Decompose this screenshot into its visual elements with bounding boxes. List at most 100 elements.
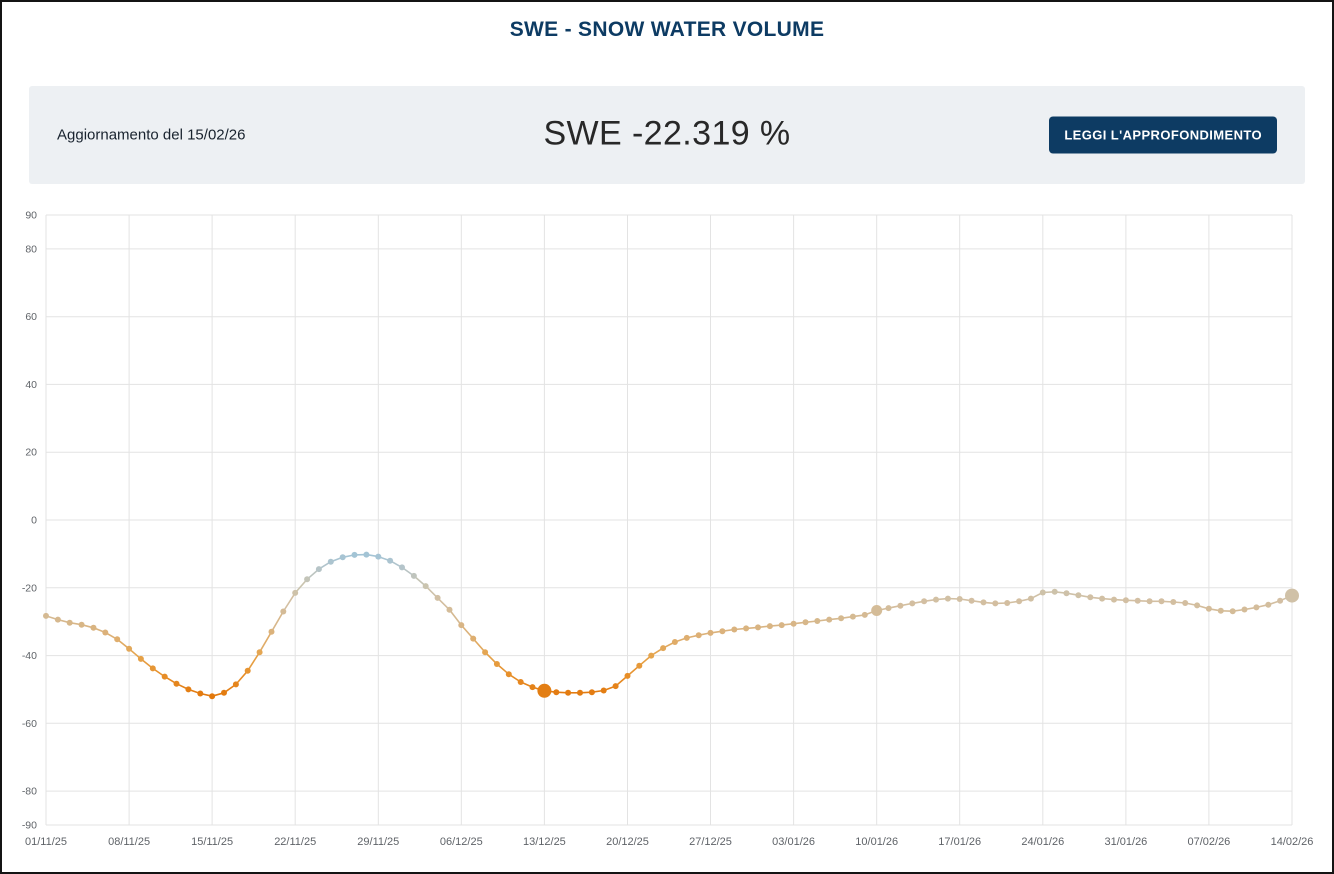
data-point[interactable] <box>1241 606 1248 613</box>
data-point[interactable] <box>221 689 227 696</box>
highlighted-data-point[interactable] <box>537 683 552 698</box>
data-point[interactable] <box>387 557 394 564</box>
data-point[interactable] <box>790 620 797 627</box>
data-point[interactable] <box>861 611 868 618</box>
data-point[interactable] <box>327 558 334 565</box>
data-point[interactable] <box>1099 595 1106 602</box>
data-point[interactable] <box>505 671 512 678</box>
data-point[interactable] <box>102 629 109 636</box>
data-point[interactable] <box>1217 607 1224 614</box>
data-point[interactable] <box>992 600 999 607</box>
data-point[interactable] <box>1016 598 1023 605</box>
data-point[interactable] <box>766 623 773 630</box>
data-point[interactable] <box>695 632 702 639</box>
data-point[interactable] <box>446 606 453 613</box>
data-point[interactable] <box>114 636 121 643</box>
data-point[interactable] <box>553 689 560 696</box>
data-point[interactable] <box>1253 604 1260 611</box>
data-point[interactable] <box>529 684 536 691</box>
data-point[interactable] <box>1229 608 1236 615</box>
data-point[interactable] <box>707 629 714 636</box>
data-point[interactable] <box>1134 597 1141 604</box>
data-point[interactable] <box>1051 588 1058 595</box>
data-point[interactable] <box>66 619 73 626</box>
data-point[interactable] <box>78 621 85 628</box>
data-point[interactable] <box>1087 594 1094 601</box>
data-point[interactable] <box>434 594 441 601</box>
swe-trend-chart[interactable]: 90 80 60 40 20 0 -20 -40 -60 -80 -90 01/11/25 08/11/… <box>2 184 1334 874</box>
data-point[interactable] <box>897 602 904 609</box>
data-point[interactable] <box>849 613 856 620</box>
data-point[interactable] <box>885 605 892 612</box>
data-point[interactable] <box>304 576 311 583</box>
data-point[interactable] <box>280 608 287 615</box>
data-point[interactable] <box>1146 598 1153 605</box>
data-point[interactable] <box>1277 597 1284 604</box>
data-point[interactable] <box>1265 601 1272 608</box>
data-point[interactable] <box>90 624 97 631</box>
data-point[interactable] <box>1205 605 1212 612</box>
data-point[interactable] <box>399 564 405 571</box>
data-point[interactable] <box>292 589 299 596</box>
data-point[interactable] <box>612 683 619 690</box>
data-point[interactable] <box>802 619 809 626</box>
data-point[interactable] <box>660 645 667 652</box>
data-point[interactable] <box>944 595 951 602</box>
data-point[interactable] <box>933 596 939 603</box>
data-point[interactable] <box>778 622 785 629</box>
data-point[interactable] <box>126 645 133 652</box>
data-point[interactable] <box>1111 596 1117 603</box>
data-point[interactable] <box>422 583 429 590</box>
data-point[interactable] <box>600 687 607 694</box>
data-point[interactable] <box>517 679 524 685</box>
highlighted-data-point[interactable] <box>1285 588 1299 603</box>
data-point[interactable] <box>232 681 239 688</box>
data-point[interactable] <box>1182 600 1189 606</box>
leggi-approfondimento-button[interactable]: LEGGI L'APPROFONDIMENTO <box>1049 116 1277 154</box>
data-point[interactable] <box>671 639 678 645</box>
data-point[interactable] <box>1039 589 1046 596</box>
data-point[interactable] <box>577 689 583 696</box>
data-point[interactable] <box>268 628 275 635</box>
data-point[interactable] <box>719 628 726 635</box>
data-point[interactable] <box>244 667 251 674</box>
data-point[interactable] <box>410 572 417 579</box>
data-point[interactable] <box>909 600 916 607</box>
data-point[interactable] <box>173 680 180 687</box>
data-point[interactable] <box>731 626 738 633</box>
data-point[interactable] <box>624 672 631 679</box>
data-point[interactable] <box>921 598 928 605</box>
data-point[interactable] <box>968 597 975 604</box>
data-point[interactable] <box>980 599 987 606</box>
data-point[interactable] <box>838 615 845 622</box>
data-point[interactable] <box>755 624 761 631</box>
data-point[interactable] <box>1027 595 1034 602</box>
data-point[interactable] <box>636 662 643 669</box>
data-point[interactable] <box>1170 599 1177 605</box>
data-point[interactable] <box>256 649 263 656</box>
data-point[interactable] <box>363 551 370 558</box>
data-point[interactable] <box>1194 602 1201 609</box>
data-point[interactable] <box>351 551 358 558</box>
data-point[interactable] <box>683 634 690 641</box>
data-point[interactable] <box>209 693 216 700</box>
data-point[interactable] <box>1158 598 1165 605</box>
data-point[interactable] <box>339 554 346 561</box>
data-point[interactable] <box>493 661 500 667</box>
data-point[interactable] <box>1004 600 1011 606</box>
data-point[interactable] <box>185 686 192 693</box>
data-point[interactable] <box>648 652 655 659</box>
data-point[interactable] <box>375 553 382 560</box>
data-point[interactable] <box>814 618 821 624</box>
data-point[interactable] <box>1122 597 1129 604</box>
data-point[interactable] <box>1075 592 1082 599</box>
data-point[interactable] <box>197 690 204 697</box>
data-point[interactable] <box>54 616 61 623</box>
data-point[interactable] <box>1063 590 1070 597</box>
data-point[interactable] <box>743 625 750 632</box>
data-point[interactable] <box>565 689 572 696</box>
data-point[interactable] <box>588 689 595 696</box>
highlighted-data-point[interactable] <box>871 605 883 616</box>
data-point[interactable] <box>470 635 477 642</box>
data-point[interactable] <box>43 612 49 619</box>
